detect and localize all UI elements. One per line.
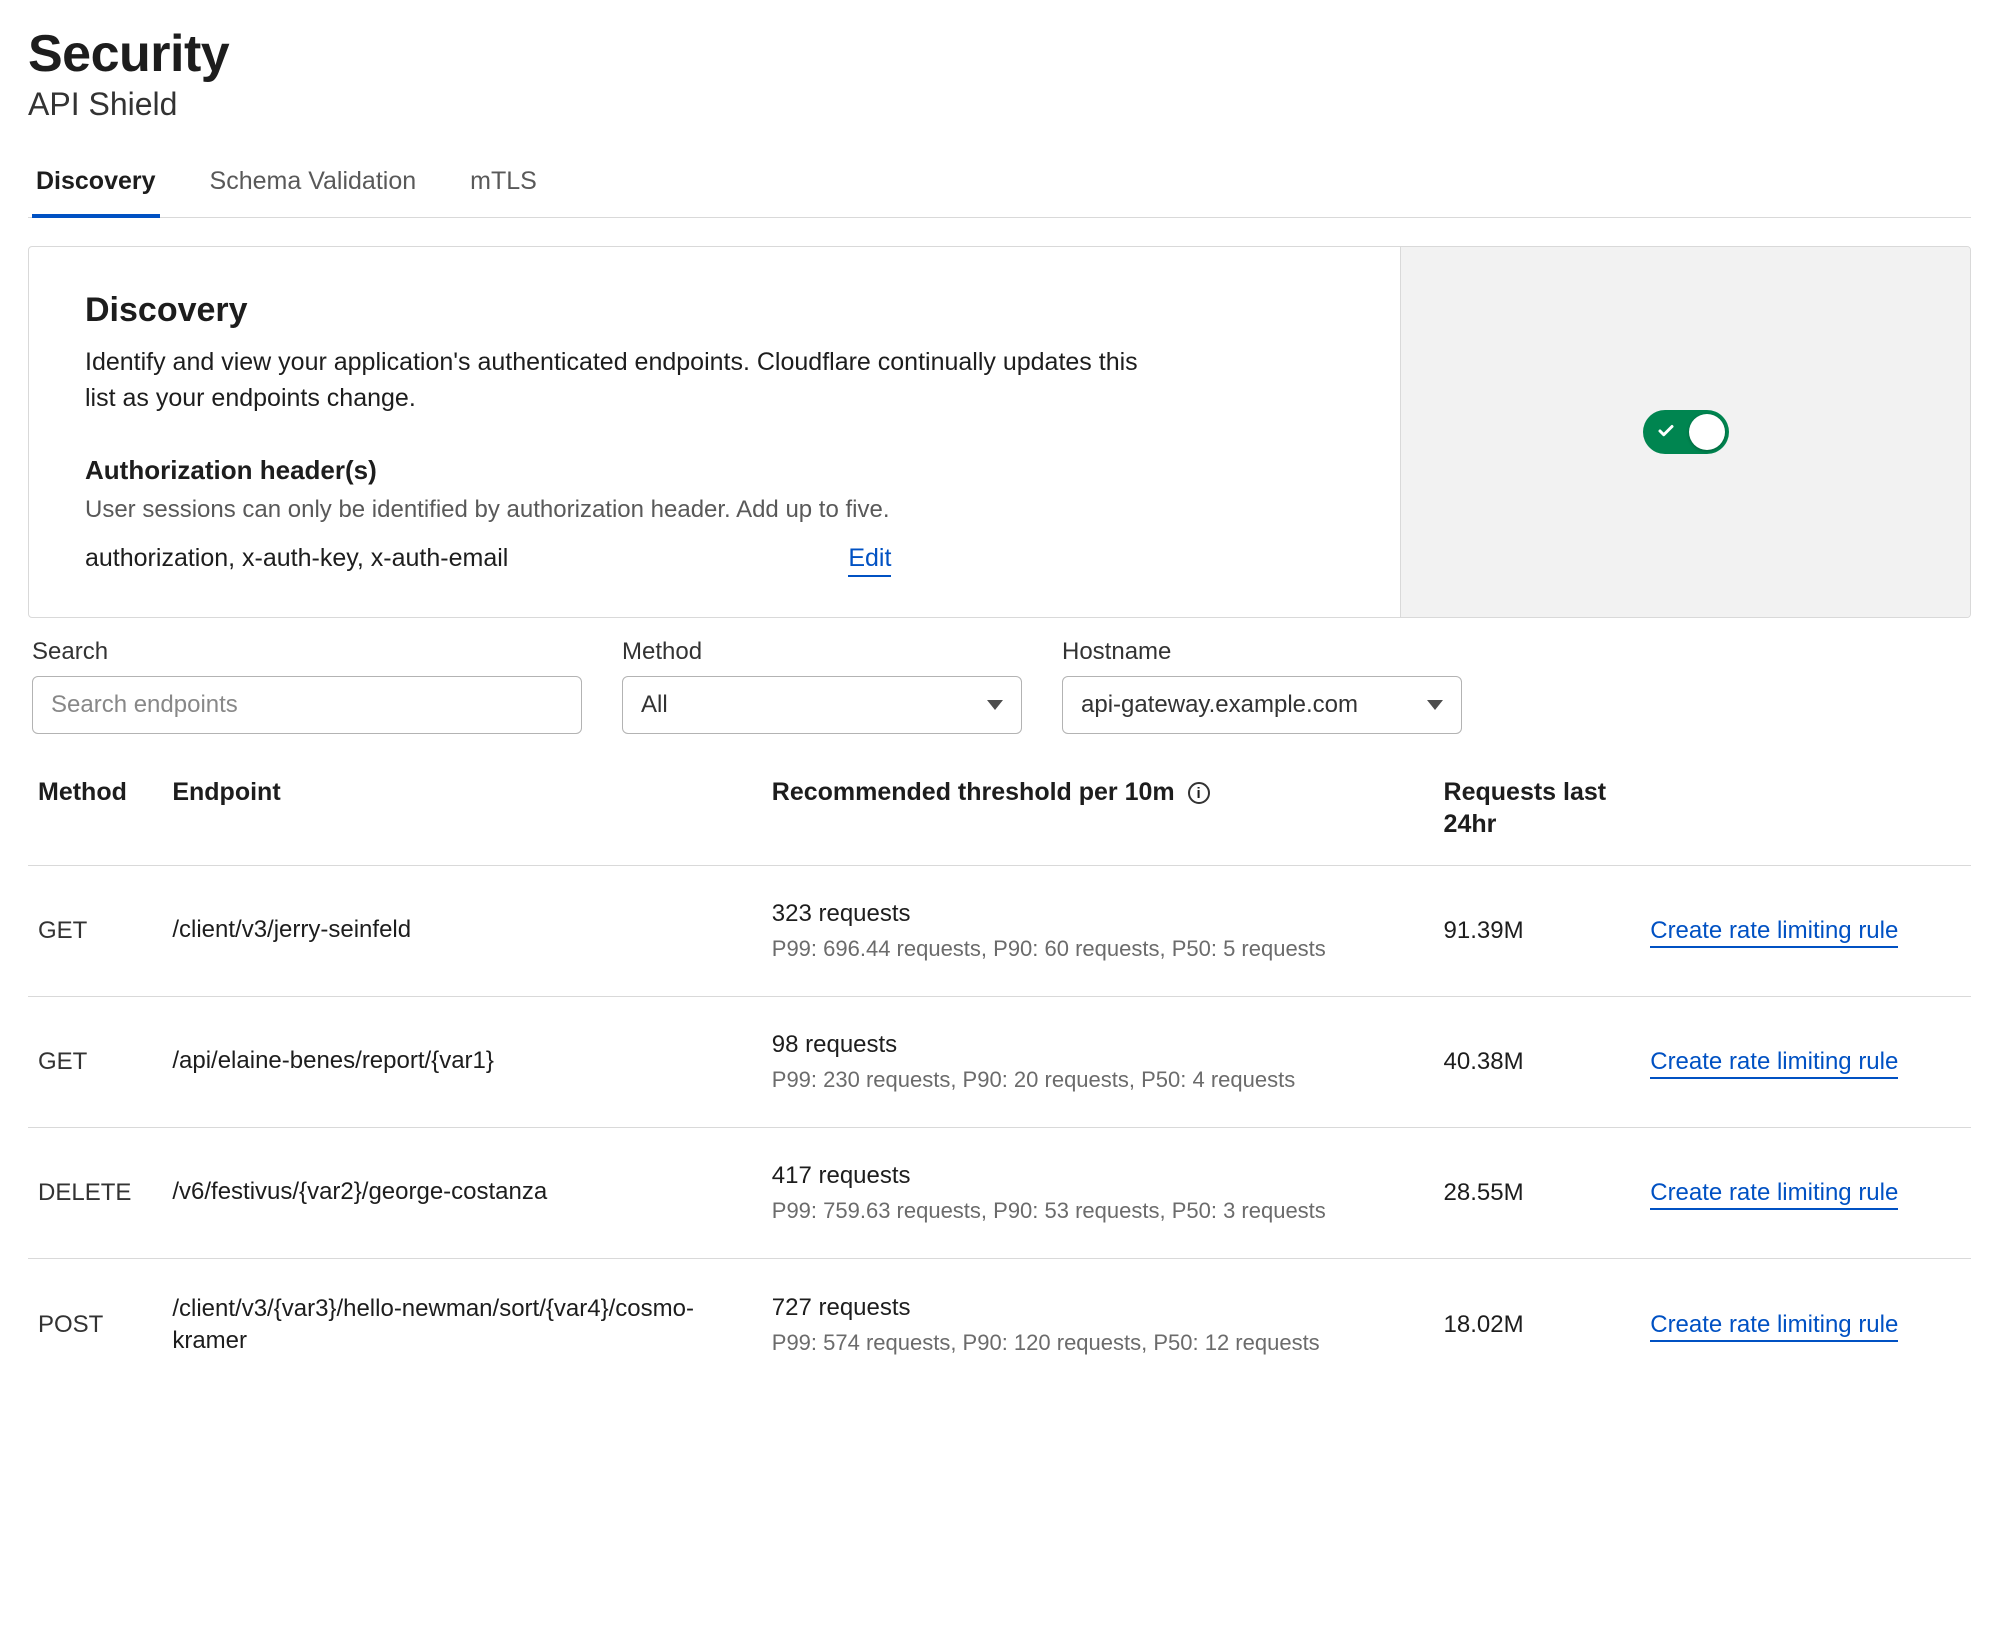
tabs: Discovery Schema Validation mTLS [28, 167, 1971, 218]
filters-row: Search Method All Hostname api-gateway.e… [28, 638, 1971, 734]
page-subtitle: API Shield [28, 86, 1971, 123]
method-cell: POST [28, 1258, 162, 1391]
threshold-cell: 727 requests P99: 574 requests, P90: 120 … [762, 1258, 1434, 1391]
col-action [1640, 764, 1971, 866]
method-cell: GET [28, 865, 162, 996]
discovery-toggle[interactable] [1643, 410, 1729, 454]
method-cell: GET [28, 996, 162, 1127]
method-select[interactable]: All [622, 676, 1022, 734]
tab-schema-validation[interactable]: Schema Validation [206, 167, 421, 217]
threshold-main: 323 requests [772, 900, 1424, 928]
discovery-description: Identify and view your application's aut… [85, 344, 1145, 417]
threshold-sub: P99: 759.63 requests, P90: 53 requests, … [772, 1198, 1424, 1224]
action-cell: Create rate limiting rule [1640, 1258, 1971, 1391]
toggle-knob [1689, 414, 1725, 450]
create-rate-limiting-rule-link[interactable]: Create rate limiting rule [1650, 917, 1898, 948]
threshold-cell: 98 requests P99: 230 requests, P90: 20 re… [762, 996, 1434, 1127]
threshold-cell: 417 requests P99: 759.63 requests, P90: 5… [762, 1127, 1434, 1258]
threshold-main: 417 requests [772, 1162, 1424, 1190]
table-row: GET/client/v3/jerry-seinfeld323 requests… [28, 865, 1971, 996]
threshold-cell: 323 requests P99: 696.44 requests, P90: 6… [762, 865, 1434, 996]
hostname-select-value: api-gateway.example.com [1081, 691, 1358, 719]
table-row: GET/api/elaine-benes/report/{var1}98 req… [28, 996, 1971, 1127]
col-requests: Requests last 24hr [1434, 764, 1641, 866]
auth-header-title: Authorization header(s) [85, 455, 1344, 486]
discovery-toggle-area [1400, 247, 1970, 617]
endpoint-cell: /v6/festivus/{var2}/george-costanza [162, 1127, 761, 1258]
hostname-label: Hostname [1062, 638, 1462, 666]
discovery-panel: Discovery Identify and view your applica… [28, 246, 1971, 618]
auth-headers-list: authorization, x-auth-key, x-auth-email [85, 544, 508, 573]
endpoint-cell: /client/v3/jerry-seinfeld [162, 865, 761, 996]
method-label: Method [622, 638, 1022, 666]
page-title: Security [28, 24, 1971, 84]
create-rate-limiting-rule-link[interactable]: Create rate limiting rule [1650, 1311, 1898, 1342]
table-row: POST/client/v3/{var3}/hello-newman/sort/… [28, 1258, 1971, 1391]
chevron-down-icon [987, 700, 1003, 710]
action-cell: Create rate limiting rule [1640, 1127, 1971, 1258]
create-rate-limiting-rule-link[interactable]: Create rate limiting rule [1650, 1048, 1898, 1079]
tab-mtls[interactable]: mTLS [466, 167, 541, 217]
method-select-value: All [641, 691, 668, 719]
create-rate-limiting-rule-link[interactable]: Create rate limiting rule [1650, 1179, 1898, 1210]
auth-header-subtitle: User sessions can only be identified by … [85, 496, 1344, 524]
col-method: Method [28, 764, 162, 866]
requests-cell: 18.02M [1434, 1258, 1641, 1391]
discovery-heading: Discovery [85, 291, 1344, 330]
endpoint-cell: /client/v3/{var3}/hello-newman/sort/{var… [162, 1258, 761, 1391]
tab-discovery[interactable]: Discovery [32, 167, 160, 218]
endpoint-cell: /api/elaine-benes/report/{var1} [162, 996, 761, 1127]
threshold-sub: P99: 696.44 requests, P90: 60 requests, … [772, 936, 1424, 962]
search-input[interactable] [51, 691, 563, 719]
endpoints-table: Method Endpoint Recommended threshold pe… [28, 764, 1971, 1392]
threshold-sub: P99: 574 requests, P90: 120 requests, P5… [772, 1330, 1424, 1356]
action-cell: Create rate limiting rule [1640, 865, 1971, 996]
search-input-wrapper [32, 676, 582, 734]
hostname-select[interactable]: api-gateway.example.com [1062, 676, 1462, 734]
threshold-main: 727 requests [772, 1294, 1424, 1322]
requests-cell: 91.39M [1434, 865, 1641, 996]
edit-auth-headers-link[interactable]: Edit [848, 544, 891, 577]
info-icon[interactable]: i [1188, 782, 1210, 804]
check-icon [1657, 422, 1675, 440]
chevron-down-icon [1427, 700, 1443, 710]
requests-cell: 40.38M [1434, 996, 1641, 1127]
threshold-main: 98 requests [772, 1031, 1424, 1059]
method-cell: DELETE [28, 1127, 162, 1258]
discovery-panel-content: Discovery Identify and view your applica… [29, 247, 1400, 617]
search-label: Search [32, 638, 582, 666]
col-threshold-label: Recommended threshold per 10m [772, 778, 1175, 806]
table-row: DELETE/v6/festivus/{var2}/george-costanz… [28, 1127, 1971, 1258]
requests-cell: 28.55M [1434, 1127, 1641, 1258]
col-threshold: Recommended threshold per 10m i [762, 764, 1434, 866]
col-endpoint: Endpoint [162, 764, 761, 866]
action-cell: Create rate limiting rule [1640, 996, 1971, 1127]
threshold-sub: P99: 230 requests, P90: 20 requests, P50… [772, 1067, 1424, 1093]
